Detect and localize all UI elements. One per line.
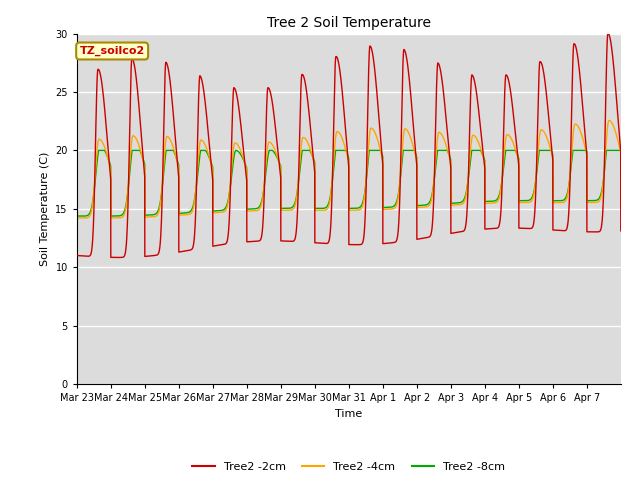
X-axis label: Time: Time bbox=[335, 408, 362, 419]
Y-axis label: Soil Temperature (C): Soil Temperature (C) bbox=[40, 152, 50, 266]
Legend: Tree2 -2cm, Tree2 -4cm, Tree2 -8cm: Tree2 -2cm, Tree2 -4cm, Tree2 -8cm bbox=[188, 457, 509, 477]
Text: TZ_soilco2: TZ_soilco2 bbox=[79, 46, 145, 56]
Title: Tree 2 Soil Temperature: Tree 2 Soil Temperature bbox=[267, 16, 431, 30]
